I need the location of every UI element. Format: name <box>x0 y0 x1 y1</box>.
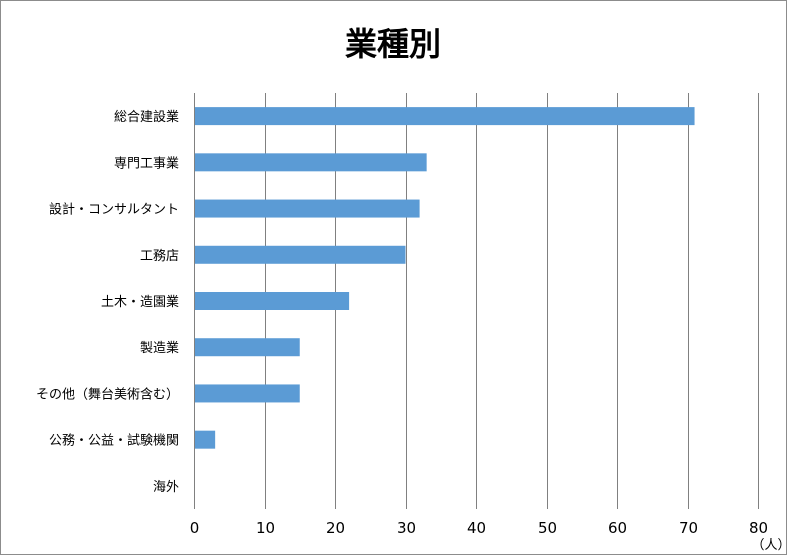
x-tick-label: 80 <box>749 519 768 537</box>
x-tick-label: 40 <box>467 519 486 537</box>
bar-6 <box>195 338 300 357</box>
bar-1 <box>195 107 695 126</box>
bar-2 <box>195 153 427 172</box>
bar-8 <box>195 430 216 449</box>
x-tick-label: 20 <box>326 519 345 537</box>
unit-label: （人） <box>751 538 786 553</box>
category-label: 専門工事業 <box>114 155 179 171</box>
category-label: 公務・公益・試験機関 <box>49 433 179 449</box>
x-tick-labels: 0 10 20 30 40 50 60 70 80 <box>190 519 768 537</box>
category-label: 設計・コンサルタント <box>49 202 179 218</box>
category-label: 海外 <box>153 480 179 495</box>
x-tick-label: 10 <box>256 519 275 537</box>
chart-title: 業種別 <box>345 25 441 63</box>
category-labels: 総合建設業専門工事業設計・コンサルタント工務店土木・造園業製造業その他（舞台美術… <box>36 109 179 495</box>
x-tick-label: 70 <box>679 519 698 537</box>
bar-3 <box>195 199 420 218</box>
bar-7 <box>195 384 300 403</box>
bars <box>195 107 695 449</box>
x-tick-label: 0 <box>190 519 200 537</box>
x-tick-label: 30 <box>397 519 416 537</box>
category-label: その他（舞台美術含む） <box>36 386 179 402</box>
category-label: 土木・造園業 <box>101 294 179 310</box>
category-label: 工務店 <box>140 249 179 264</box>
bar-4 <box>195 245 406 264</box>
category-label: 総合建設業 <box>114 109 179 125</box>
x-tick-label: 50 <box>538 519 557 537</box>
category-label: 製造業 <box>140 340 179 356</box>
bar-5 <box>195 292 350 310</box>
x-tick-label: 60 <box>608 519 627 537</box>
